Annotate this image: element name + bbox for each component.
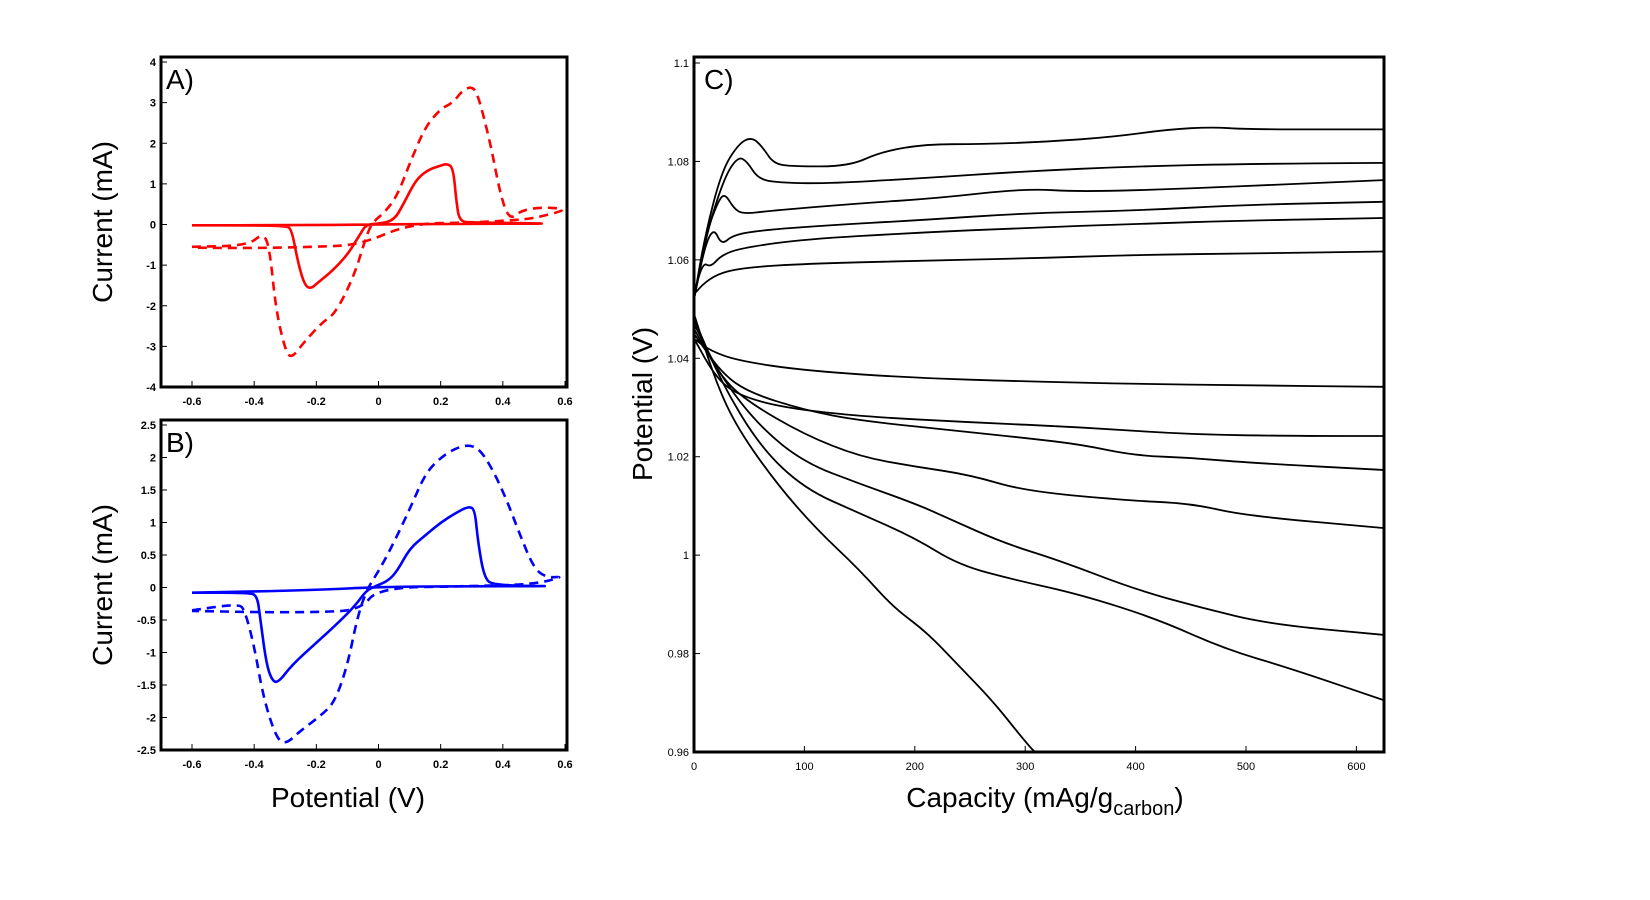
panel-c: 0 100 200 300 400 500 600 0.96 0.98 1 1.02 1.04 1.0… [627,55,1386,820]
panel-c-series-discharge-2 [695,338,1383,437]
panel-a-xtick-label: 0.2 [433,396,448,408]
panel-b-xtick-label: 0.2 [433,759,448,771]
panel-b-series-solid [191,506,546,684]
panel-c-ytick-label: 1.06 [668,255,689,267]
panel-b-frame [159,418,569,752]
panel-b-xtick-label: -0.6 [183,759,202,771]
panel-a-series [191,86,564,358]
panel-a-ytick-label: -3 [146,341,156,353]
panel-c-series-discharge-4 [695,328,1383,529]
panel-c-xtick-label: 600 [1347,761,1365,773]
panel-c-ytick-label: 1.1 [674,58,689,70]
panel-c-xtick-label: 400 [1126,761,1144,773]
panel-a-xtick-label: -0.2 [307,396,326,408]
panel-a-ytick-label: -1 [146,260,156,272]
panel-a-ytick-label: 0 [150,220,156,232]
panel-a-xtick-label: -0.6 [183,396,202,408]
panel-c-series-charge-5 [695,217,1383,295]
panel-b-label: B) [166,427,194,458]
panel-a-xtick-label: 0.4 [495,396,511,408]
panel-a-label: A) [166,64,194,95]
panel-c-ytick-label: 0.98 [668,649,689,661]
panel-b-ytick-label: 1.5 [141,485,156,497]
panel-c-xlabel-end: ) [1174,782,1183,813]
panel-b-ytick-label: -0.5 [137,615,156,627]
panel-b-xtick-label: 0.4 [495,759,511,771]
panel-c-series-charge-1 [695,126,1383,299]
panel-c-frame [692,55,1386,754]
panel-b-xtick-label: 0 [375,759,381,771]
panel-b-yticks: -2.5 -2 -1.5 -1 -0.5 0 0.5 1 1.5 2 2.5 [137,420,167,757]
panel-a-series-solid [192,162,543,290]
panel-c-label: C) [704,64,734,95]
panel-a-ytick-label: 1 [150,179,156,191]
panel-c-xticks: 0 100 200 300 400 500 600 [691,746,1366,773]
panel-b-ylabel: Current (mA) [87,504,118,666]
panel-b-ytick-label: -2.5 [137,745,156,757]
panel-b-series [191,444,561,744]
panel-a-ytick-label: 4 [150,57,157,69]
panel-a-frame [159,55,569,389]
panel-c-ytick-label: 1 [683,550,689,562]
panel-a-ytick-label: 2 [150,138,156,150]
panel-b-xtick-label: -0.2 [307,759,326,771]
panel-c-series-charge-2 [695,157,1383,299]
panel-c-ylabel: Potential (V) [627,327,658,481]
panel-a-xticks: -0.6 -0.4 -0.2 0 0.2 0.4 0.6 [183,381,573,408]
panel-c-series-discharge-7 [695,314,1036,751]
panel-a-ylabel: Current (mA) [87,141,118,303]
panel-b-ytick-label: 2 [150,453,156,465]
panel-b-xtick-label: -0.4 [245,759,265,771]
panel-a-ytick-label: -2 [146,301,156,313]
panel-c-xtick-label: 200 [906,761,924,773]
panel-a-series-dashed [191,86,564,358]
panel-b-ytick-label: 2.5 [141,420,156,432]
panel-a-xtick-label: -0.4 [245,396,265,408]
panel-c-xtick-label: 100 [795,761,813,773]
panel-c-ytick-label: 1.08 [668,156,689,168]
panel-c-xtick-label: 500 [1237,761,1255,773]
panel-b-ytick-label: -1 [146,648,156,660]
panel-b-ytick-label: -1.5 [137,680,156,692]
panel-c-ytick-label: 1.02 [668,452,689,464]
panel-c-xtick-label: 0 [691,761,697,773]
panel-c-series [695,126,1383,751]
panel-b-ytick-label: -2 [146,713,156,725]
panel-c-xlabel-sub: carbon [1113,798,1174,820]
panel-b-xticks: -0.6 -0.4 -0.2 0 0.2 0.4 0.6 [183,744,573,771]
panel-b: -0.6 -0.4 -0.2 0 0.2 0.4 0.6 -2.5 -2 -1.5 -1 -0.5 0… [87,418,573,813]
panel-c-ytick-label: 0.96 [668,747,689,759]
panel-a-xtick-label: 0.6 [557,396,572,408]
panel-c-series-discharge-5 [695,323,1383,636]
panel-c-series-charge-3 [695,179,1383,299]
panel-b-xlabel: Potential (V) [271,782,425,813]
panel-b-ytick-label: 1 [150,518,156,530]
panel-b-xtick-label: 0.6 [557,759,572,771]
panel-c-series-charge-4 [695,200,1383,299]
panel-b-ytick-label: 0.5 [141,550,156,562]
panel-a-yticks: -4 -3 -2 -1 0 1 2 3 4 [146,57,167,394]
panel-c-yticks: 0.96 0.98 1 1.02 1.04 1.06 1.08 1.1 [668,58,700,759]
panel-c-ytick-label: 1.04 [668,353,689,365]
panel-c-xlabel-main: Capacity (mAg/g [906,782,1113,813]
panel-b-series-dashed [191,444,561,744]
panel-c-series-discharge-3 [695,333,1383,471]
panel-c-xtick-label: 300 [1016,761,1034,773]
panel-a-ytick-label: -4 [146,382,157,394]
panel-c-series-charge-6 [695,250,1383,295]
panel-c-series-discharge-1 [695,338,1383,388]
panel-c-xlabel: Capacity (mAg/gcarbon) [906,782,1183,820]
panel-b-ytick-label: 0 [150,583,156,595]
panel-c-series-discharge-6 [695,318,1383,701]
panel-a-xtick-label: 0 [375,396,381,408]
panel-a-ytick-label: 3 [150,98,156,110]
